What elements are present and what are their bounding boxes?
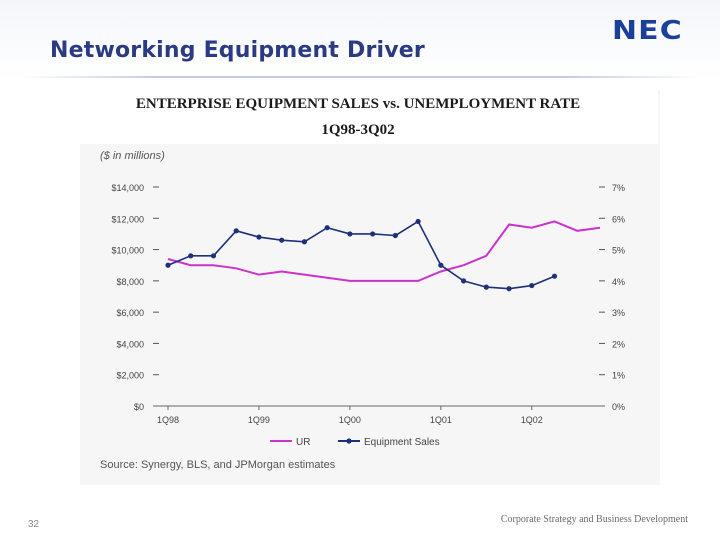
y-right-tick-label: 2% [612,339,625,349]
data-point-equipment-sales [256,234,262,240]
y-right-tick-label: 0% [612,402,625,412]
y-right-tick-label: 6% [612,214,625,224]
chart-subtitle: 1Q98-3Q02 [321,122,395,138]
data-point-equipment-sales [551,273,558,279]
data-point-equipment-sales [165,262,171,268]
footer-text: Corporate Strategy and Business Developm… [500,514,688,525]
nec-logo: NEC [612,16,683,46]
data-point-equipment-sales [506,286,512,292]
y-left-tick-label: $2,000 [116,371,144,381]
data-point-equipment-sales [438,262,444,268]
data-point-equipment-sales [188,253,194,259]
series-line-equipment-sales [167,220,555,290]
y-right-tick-label: 7% [612,183,625,193]
unit-label: ($ in millions) [100,150,165,162]
y-left-tick-label: $6,000 [116,308,144,318]
data-point-equipment-sales [279,237,285,243]
y-left-tick-label: $8,000 [116,277,144,287]
slide-title: Networking Equipment Driver [50,38,425,63]
y-left-tick-label: $4,000 [116,339,144,349]
y-left-tick-label: $12,000 [111,214,144,224]
y-right-tick-label: 3% [612,308,625,318]
legend-label-ur: UR [296,437,310,448]
title-divider [20,76,700,78]
data-point-equipment-sales [392,232,398,239]
x-tick-label: 1Q99 [248,415,270,425]
data-point-equipment-sales [301,239,308,245]
data-point-equipment-sales [324,225,330,231]
y-left-tick-label: $10,000 [111,246,144,256]
data-point-equipment-sales [210,253,217,259]
y-right-tick-label: 1% [612,371,625,381]
header-band [0,0,720,80]
y-right-tick-label: 4% [612,277,625,287]
y-left-tick-label: $0 [134,402,144,412]
series-line-ur [167,220,601,282]
page-number: 32 [28,519,40,530]
chart-panel [80,90,660,485]
data-point-equipment-sales [460,278,467,284]
data-point-equipment-sales [529,282,535,289]
data-point-equipment-sales [415,218,421,225]
data-point-equipment-sales [233,228,239,234]
source-note: Source: Synergy, BLS, and JPMorgan estim… [100,459,336,471]
legend-marker-equipment-sales [346,438,352,444]
y-left-tick-label: $14,000 [111,183,144,193]
legend-label-equipment-sales: Equipment Sales [364,437,440,448]
x-tick-label: 1Q01 [430,415,452,425]
data-point-equipment-sales [483,284,489,290]
chart-heading: ENTERPRISE EQUIPMENT SALES vs. UNEMPLOYM… [58,90,658,144]
data-point-equipment-sales [347,231,353,237]
y-right-tick-label: 5% [612,246,625,256]
x-tick-label: 1Q00 [339,415,361,425]
x-tick-label: 1Q02 [521,415,543,425]
x-tick-label: 1Q98 [157,415,179,425]
data-point-equipment-sales [370,231,376,237]
chart-title: ENTERPRISE EQUIPMENT SALES vs. UNEMPLOYM… [135,96,581,112]
